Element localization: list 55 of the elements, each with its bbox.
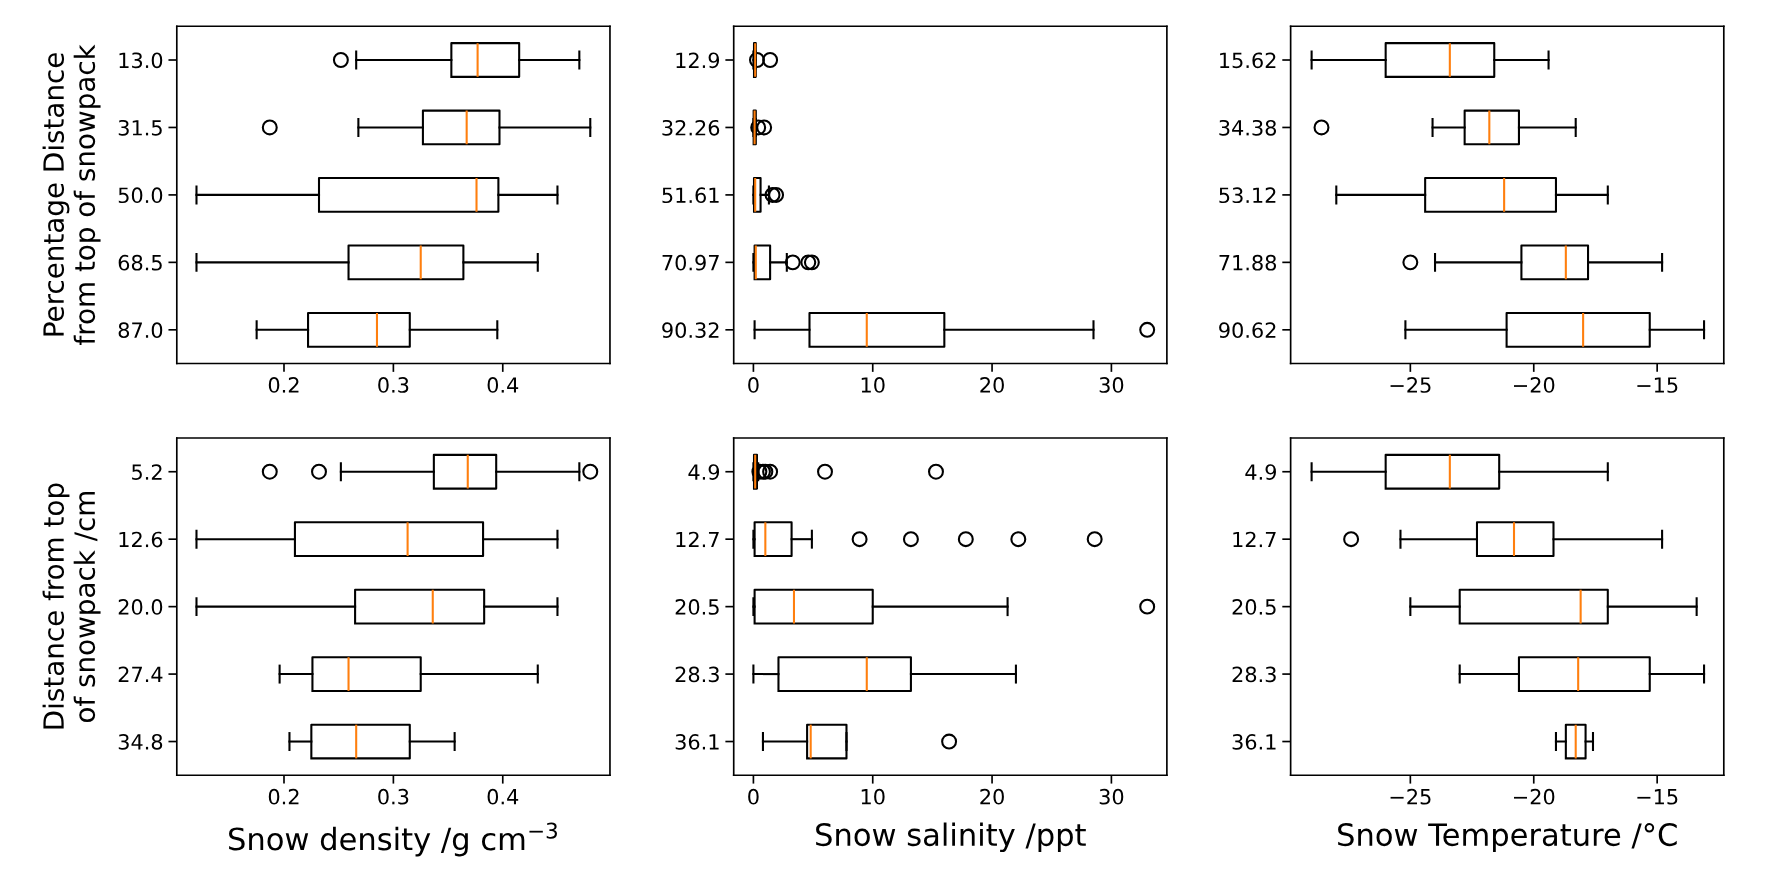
x-tick-label: −25 (1390, 788, 1431, 805)
y-tick-label: 5.2 (132, 464, 162, 480)
y-tick-label: 70.97 (662, 254, 719, 271)
y-tick-label: 20.5 (675, 599, 719, 615)
x-tick-label: 0.4 (487, 788, 519, 805)
y-tick-label: 90.32 (662, 322, 719, 339)
x-tick-label: 0.3 (378, 788, 409, 805)
x-tick-label: 0.3 (378, 377, 409, 393)
x-tick-label: 10 (861, 788, 885, 805)
y-tick-label: 36.1 (1232, 733, 1276, 750)
x-tick-label: −15 (1637, 377, 1678, 393)
x-tick-label: 10 (861, 377, 885, 393)
y-tick-label: 51.61 (662, 187, 719, 204)
y-tick-label: 13.0 (119, 52, 163, 69)
y-tick-label: 68.5 (118, 254, 162, 271)
x-tick-label: 0.4 (487, 377, 519, 393)
x-tick-label: −20 (1513, 788, 1555, 805)
y-tick-label: 27.4 (118, 666, 163, 682)
x-tick-label: 0 (748, 788, 759, 805)
y-axis-title: Distance from top of snowpack /cm (42, 483, 101, 729)
y-tick-label: 90.62 (1219, 322, 1276, 339)
y-tick-label: 12.7 (676, 531, 719, 548)
y-tick-label: 32.26 (662, 119, 720, 136)
x-tick-label: 0 (748, 377, 759, 393)
x-tick-label: 20 (980, 377, 1004, 393)
x-tick-label: 0.2 (268, 788, 299, 805)
y-tick-label: 31.5 (118, 119, 162, 136)
y-tick-label: 71.88 (1219, 254, 1277, 271)
y-tick-label: 12.7 (1233, 531, 1276, 548)
x-axis-title: Snow density /g cm$^{−3}$ (229, 822, 557, 857)
x-tick-label: 30 (1099, 377, 1124, 393)
x-tick-label: 30 (1099, 788, 1124, 805)
y-tick-label: 12.9 (676, 52, 720, 69)
y-axis-title: Percentage Distance from top of snowpack (42, 44, 101, 345)
y-tick-label: 4.9 (1245, 464, 1276, 480)
y-tick-label: 4.9 (688, 464, 720, 480)
y-tick-label: 34.8 (118, 733, 163, 750)
y-tick-label: 53.12 (1219, 187, 1276, 204)
y-tick-label: 15.62 (1220, 52, 1276, 69)
y-tick-label: 28.3 (1232, 666, 1276, 683)
y-tick-label: 50.0 (118, 187, 163, 204)
x-tick-label: −15 (1637, 789, 1678, 805)
y-tick-label: 20.5 (1232, 599, 1276, 615)
x-tick-label: −20 (1513, 377, 1555, 393)
y-tick-label: 28.3 (675, 666, 719, 683)
y-tick-label: 12.6 (119, 531, 163, 548)
y-tick-label: 34.38 (1219, 119, 1277, 136)
x-axis-title: Snow salinity /ppt (816, 822, 1086, 853)
x-tick-label: 20 (980, 788, 1004, 805)
y-tick-label: 87.0 (118, 322, 163, 339)
x-tick-label: 0.2 (268, 377, 299, 393)
y-tick-label: 20.0 (118, 599, 163, 615)
y-tick-label: 36.1 (675, 733, 719, 750)
x-tick-label: −25 (1390, 377, 1431, 393)
x-axis-title: Snow Temperature /°C (1338, 823, 1677, 853)
